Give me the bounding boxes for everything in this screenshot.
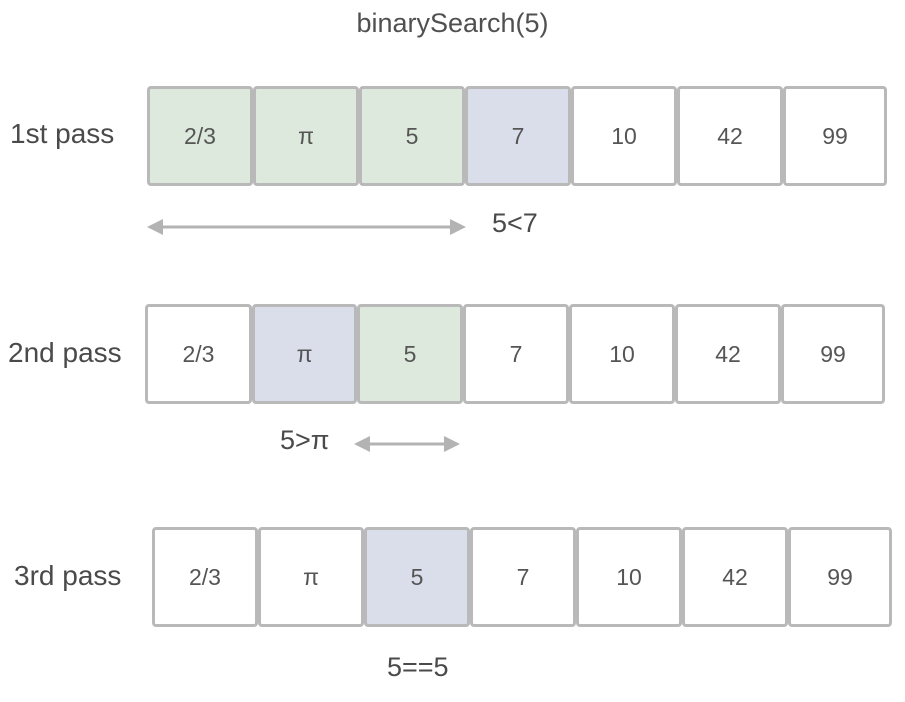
array-cell: 99 [788, 527, 892, 627]
cell-value: 7 [516, 563, 530, 590]
cell-value: π [296, 340, 313, 367]
cell-value: 99 [820, 340, 846, 367]
pass-label-2: 2nd pass [8, 337, 122, 368]
array-cell: 7 [470, 527, 576, 627]
diagram-title: binarySearch(5) [356, 8, 549, 38]
array-cell: 99 [783, 86, 887, 186]
cell-value: 10 [611, 122, 637, 149]
cell-value: 42 [717, 122, 743, 149]
array-cell: 2/3 [147, 86, 253, 186]
array-cell: 42 [682, 527, 788, 627]
cell-value: π [303, 563, 319, 590]
cell-value: 99 [822, 122, 848, 149]
array-cell: 99 [781, 304, 885, 404]
array-cell: 7 [463, 304, 569, 404]
array-cell: 10 [576, 527, 682, 627]
array-cell: π [252, 304, 357, 404]
cell-value: 7 [511, 122, 525, 149]
array-cell: π [258, 527, 364, 627]
cell-value: 7 [509, 340, 523, 367]
array-cell: 7 [465, 86, 571, 186]
pass-label-3: 3rd pass [14, 560, 122, 591]
array-cell: 42 [677, 86, 783, 186]
array-cell: 10 [571, 86, 677, 186]
cell-value: 10 [609, 340, 635, 367]
cell-value: 2/3 [182, 340, 215, 367]
pass-label-1: 1st pass [10, 118, 115, 149]
cell-value: 2/3 [184, 122, 216, 149]
array-cell: 10 [569, 304, 675, 404]
array-cell: 2/3 [145, 304, 252, 404]
array-cell: 5 [364, 527, 470, 627]
cell-value: 10 [616, 563, 642, 590]
cell-value: π [298, 122, 314, 149]
comparison-pass-3: 5==5 [387, 652, 449, 682]
array-cell: 42 [675, 304, 781, 404]
cell-value: 5 [410, 563, 424, 590]
search-range-arrow-pass-1 [147, 219, 466, 235]
cell-value: 99 [827, 563, 853, 590]
array-cell: 5 [359, 86, 465, 186]
cell-value: 42 [715, 340, 741, 367]
search-range-arrow-pass-2 [354, 436, 460, 452]
comparison-pass-1: 5<7 [492, 208, 538, 238]
cell-value: 42 [722, 563, 748, 590]
cell-value: 5 [405, 122, 419, 149]
comparison-pass-2: 5>π [280, 425, 330, 455]
cell-value: 5 [403, 340, 417, 367]
array-cell: 2/3 [152, 527, 258, 627]
cell-value: 2/3 [189, 563, 221, 590]
array-cell: π [253, 86, 359, 186]
array-cell: 5 [357, 304, 463, 404]
